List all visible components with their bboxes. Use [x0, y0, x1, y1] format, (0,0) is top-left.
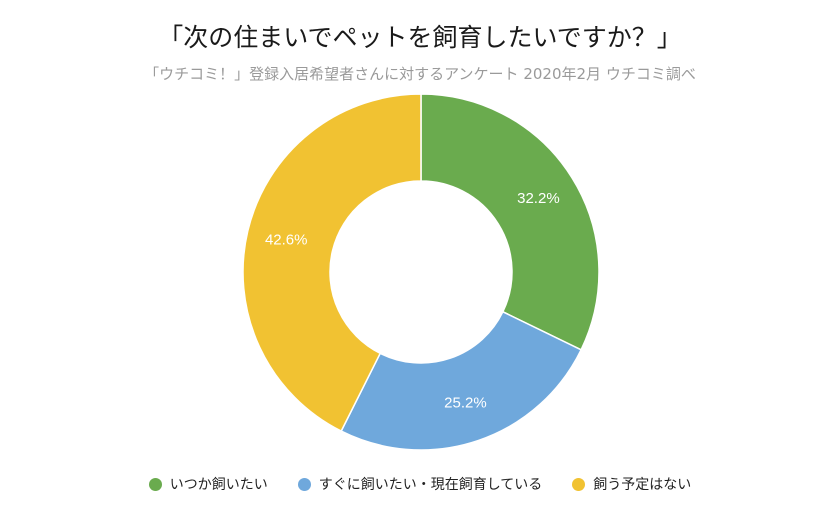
- slice-label-soon: 25.2%: [444, 395, 487, 412]
- slice-no-plan: [242, 93, 422, 433]
- legend-swatch-someday: [148, 477, 162, 491]
- chart-title: 「次の住まいでペットを飼育したいですか？」: [158, 23, 682, 52]
- legend-swatch-no-plan: [572, 477, 586, 491]
- slice-label-no-plan: 42.6%: [265, 232, 308, 249]
- legend-label-soon: すぐに飼いたい・現在飼育している: [318, 477, 543, 493]
- legend-item-no-plan: 飼う予定はない: [572, 474, 691, 494]
- legend-label-someday: いつか飼いたい: [169, 477, 268, 493]
- legend-swatch-soon: [297, 477, 311, 491]
- chart-legend: いつか飼いたい すぐに飼いたい・現在飼育している 飼う予定はない: [0, 474, 840, 494]
- legend-item-soon: すぐに飼いたい・現在飼育している: [297, 474, 543, 494]
- slice-label-someday: 32.2%: [517, 190, 560, 207]
- slice-someday: [420, 93, 600, 351]
- slice-soon: [340, 310, 583, 451]
- chart-subtitle: 「ウチコミ！」登録入居希望者さんに対するアンケート 2020年2月 ウチコミ調べ: [144, 65, 696, 83]
- legend-item-someday: いつか飼いたい: [148, 474, 268, 494]
- legend-label-no-plan: 飼う予定はない: [593, 477, 692, 493]
